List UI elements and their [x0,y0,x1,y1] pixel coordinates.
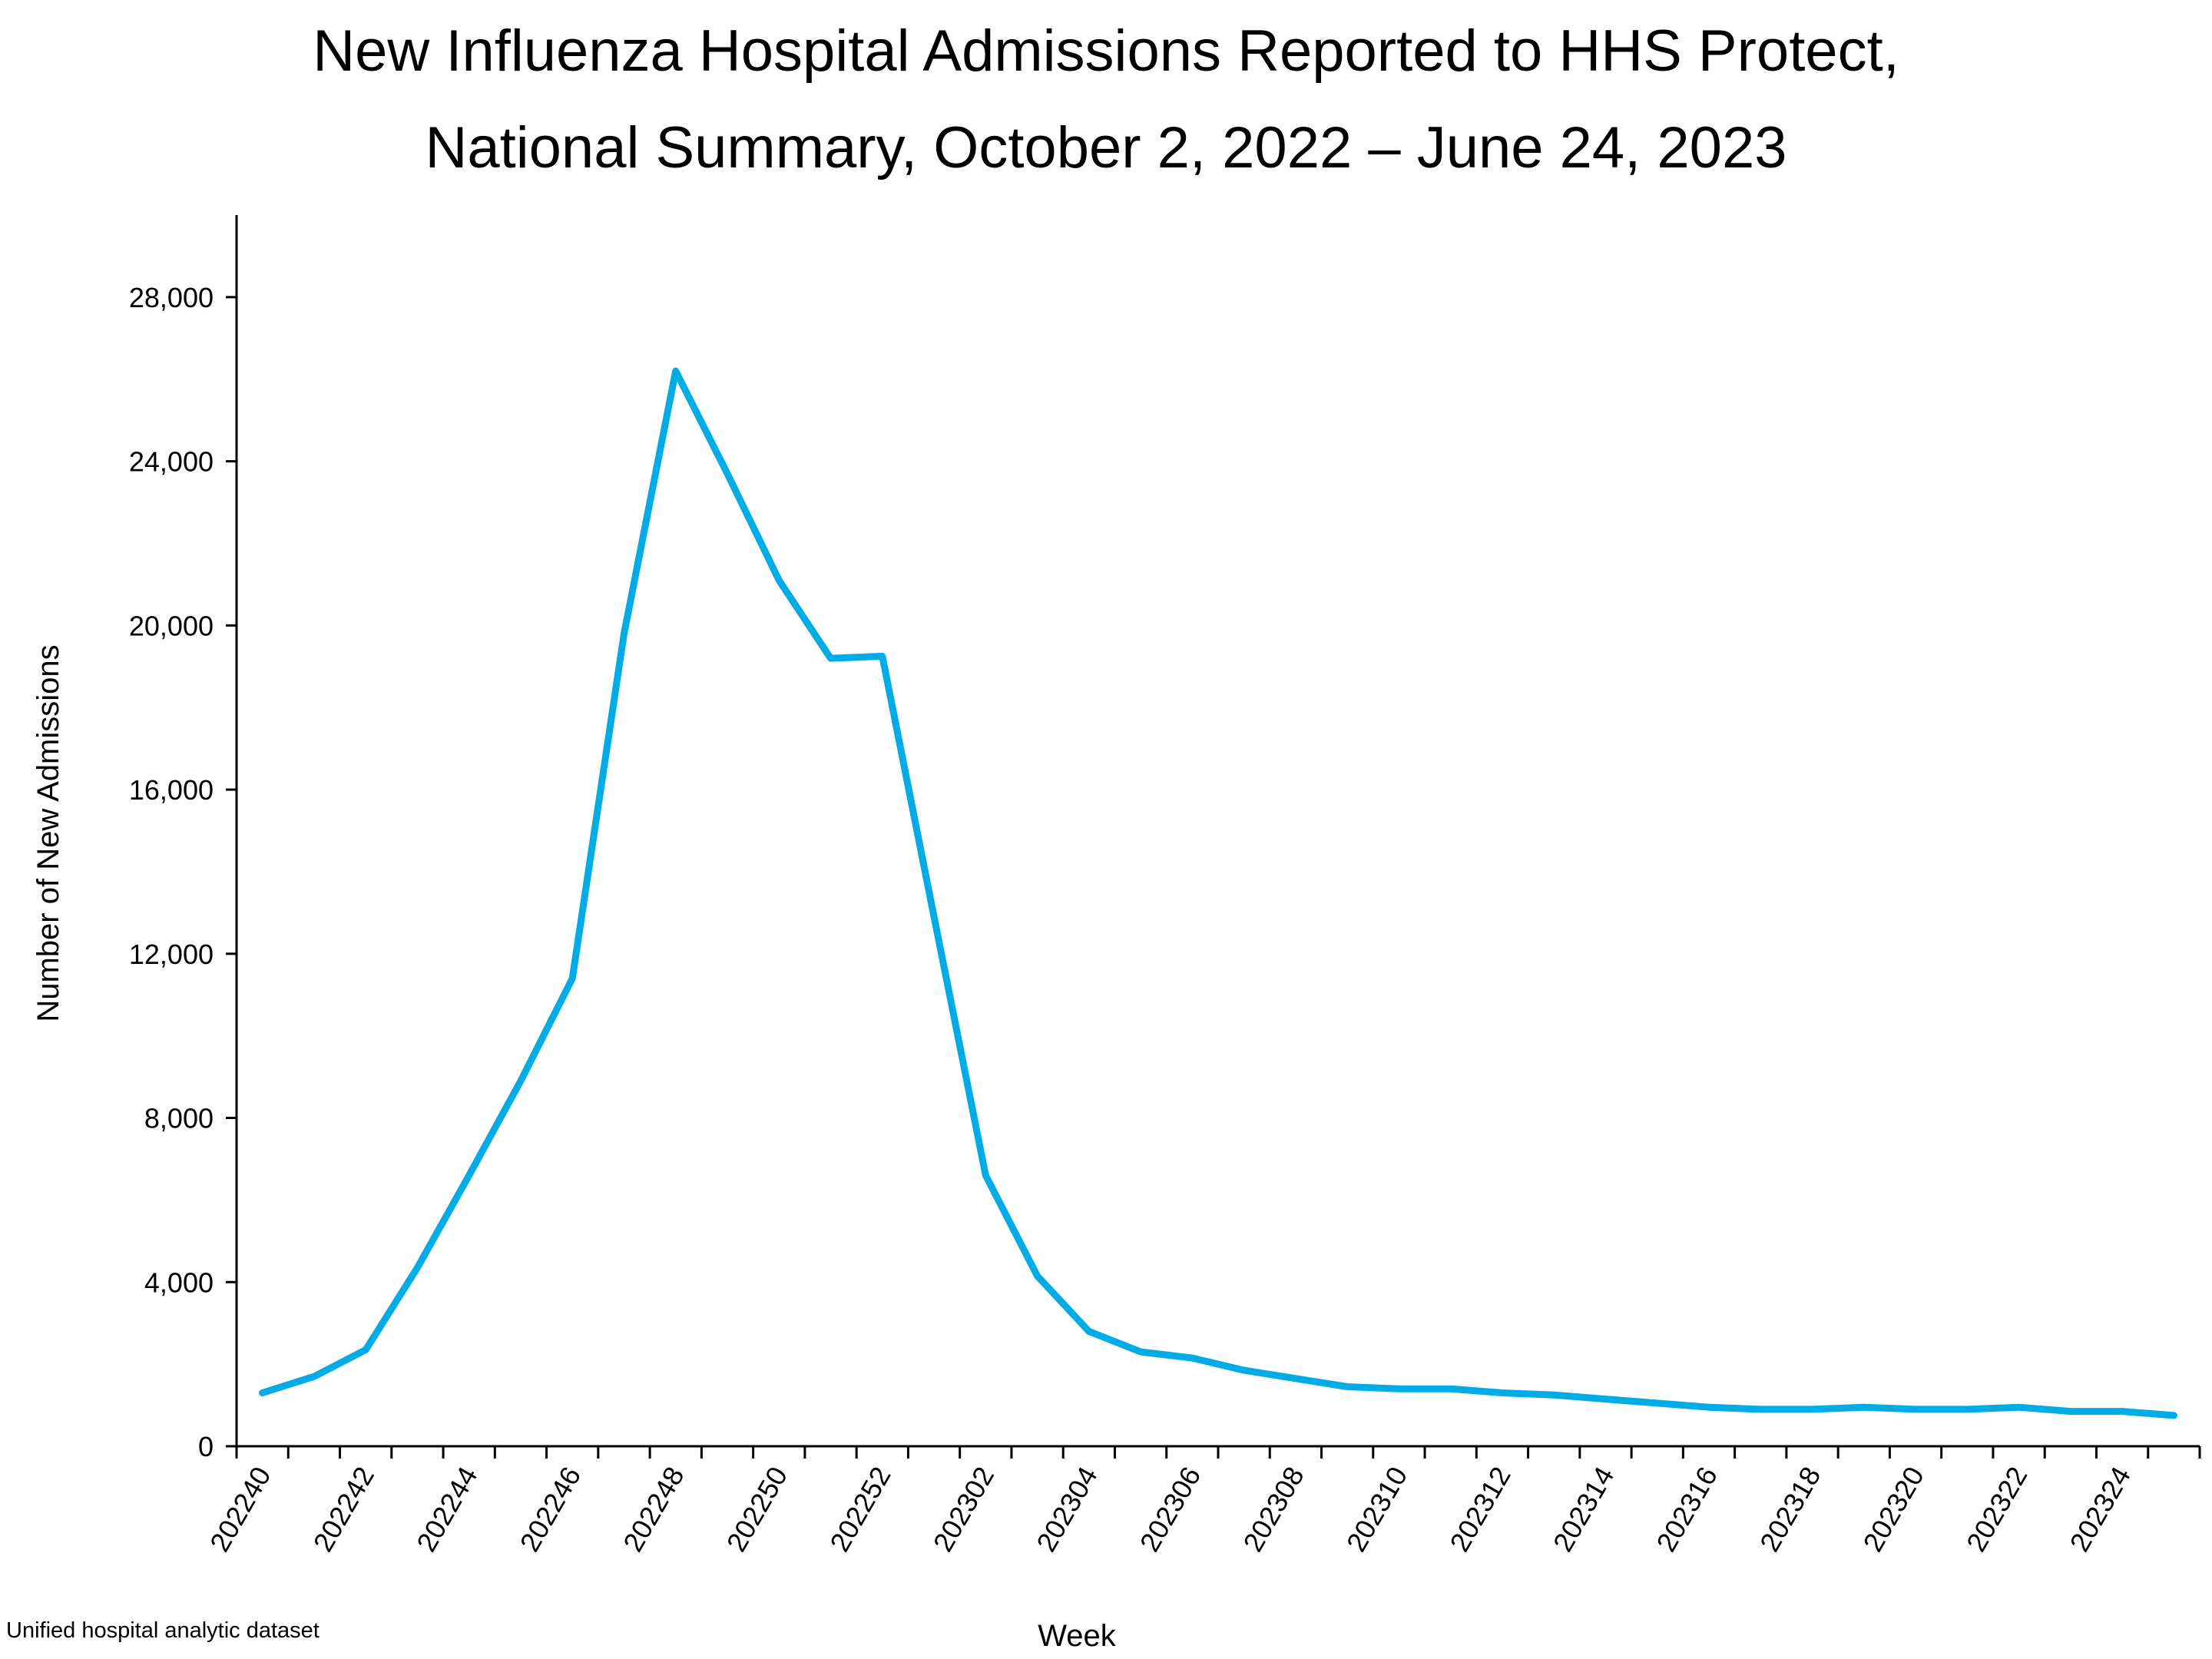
y-axis: 0 4,000 8,000 12,000 16,000 20,000 24,000 28,00… [129,215,238,1462]
y-tick-label: 24,000 [129,446,214,478]
data-point [1035,1273,1041,1279]
series-line [259,367,2177,1419]
x-tick-label: 202240 [204,1462,277,1558]
x-tick-label: 202320 [1856,1462,1930,1558]
y-tick-label: 0 [198,1431,214,1462]
y-tick-label: 12,000 [129,939,214,970]
chart-title: New Influenza Hospital Admissions Report… [313,18,1899,180]
data-point [2171,1412,2177,1419]
source-note: Unified hospital analytic dataset [6,1618,320,1643]
data-point [1499,1390,1505,1396]
x-tick-label: 202250 [720,1462,794,1558]
x-axis: 202240 202242 202244 202246 202248 202250 2022… [204,1445,2201,1558]
x-tick-label: 202316 [1650,1462,1724,1558]
data-point [1448,1386,1454,1392]
data-point [1086,1328,1092,1334]
data-point [260,1390,266,1396]
data-point [1912,1406,1919,1412]
data-point [1861,1404,1867,1410]
x-axis-label: Week [1038,1619,1117,1653]
y-axis-label: Number of New Admissions [31,644,65,1022]
y-tick-label: 28,000 [129,282,214,313]
x-tick-label: 202324 [2063,1462,2137,1558]
data-point [1137,1349,1144,1355]
data-point [1964,1406,1970,1412]
y-tick-label: 8,000 [144,1103,214,1134]
data-point [569,975,575,982]
x-tick-label: 202308 [1237,1462,1310,1558]
x-tick-label: 202312 [1443,1462,1517,1558]
data-point [1396,1386,1402,1392]
data-point [1241,1367,1247,1373]
x-tick-label: 202314 [1547,1462,1621,1558]
data-point [414,1265,420,1271]
x-tick-label: 202322 [1960,1462,2034,1558]
data-point [1706,1404,1712,1410]
x-tick-label: 202242 [307,1462,381,1558]
data-point [828,655,834,661]
data-point [2119,1409,2125,1415]
chart-title-line-2: National Summary, October 2, 2022 – June… [426,115,1787,180]
data-point [776,578,782,584]
x-tick-label: 202318 [1753,1462,1827,1558]
data-point [2068,1409,2074,1415]
data-point [879,653,886,659]
data-point [1757,1406,1763,1412]
data-point [982,1172,988,1178]
data-point [1344,1384,1350,1390]
x-tick-label: 202306 [1134,1462,1207,1558]
y-tick-label: 20,000 [129,610,214,641]
chart-title-line-1: New Influenza Hospital Admissions Report… [313,18,1899,84]
y-tick-label: 4,000 [144,1267,214,1298]
data-point [1189,1355,1195,1361]
data-point [931,914,937,920]
data-point [1602,1396,1608,1402]
x-tick-label: 202252 [823,1462,897,1558]
data-point [311,1373,317,1379]
data-point [466,1172,472,1178]
data-point [2016,1404,2022,1410]
x-tick-label: 202302 [927,1462,1001,1558]
data-point [1654,1400,1661,1406]
x-tick-label: 202248 [617,1462,690,1558]
data-point [673,368,679,374]
series-group [259,367,2177,1419]
data-point [363,1346,369,1353]
x-tick-label: 202246 [514,1462,588,1558]
x-tick-label: 202310 [1340,1462,1414,1558]
data-point [1551,1392,1557,1398]
data-point [1810,1406,1816,1412]
x-tick-label: 202304 [1030,1462,1104,1558]
x-tick-label: 202244 [410,1462,484,1558]
data-point [1293,1376,1299,1382]
data-point [724,471,730,477]
y-tick-label: 16,000 [129,774,214,806]
data-point [518,1078,524,1084]
data-point [621,631,627,637]
